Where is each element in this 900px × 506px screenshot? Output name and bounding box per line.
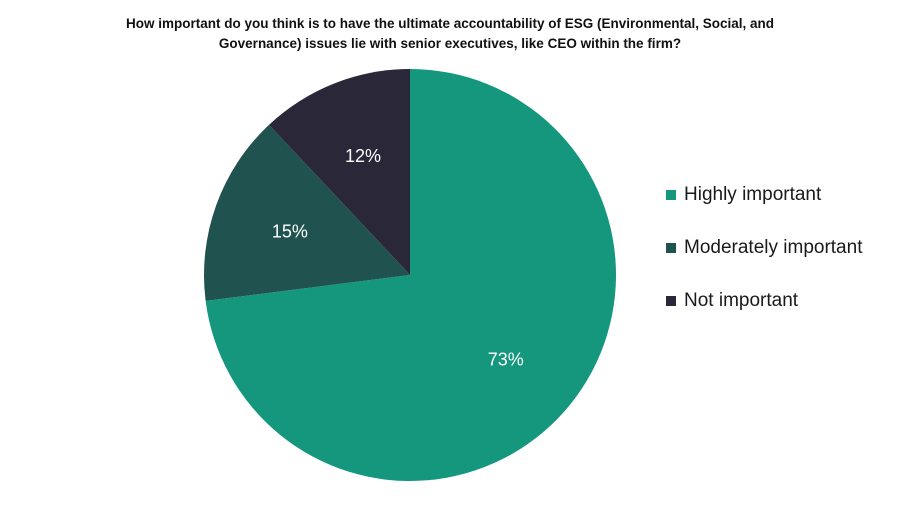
pie-slice-highly-important: [205, 69, 616, 481]
pie-slice-moderately-important: [204, 124, 410, 301]
data-label-highly-important: 73%: [488, 349, 524, 369]
data-label-moderately-important: 15%: [272, 222, 308, 242]
data-label-not-important: 12%: [345, 146, 381, 166]
legend-swatch: [666, 190, 676, 200]
chart-legend: Highly important Moderately important Not …: [666, 182, 862, 341]
legend-item-moderately-important: Moderately important: [666, 235, 862, 261]
legend-swatch: [666, 243, 676, 253]
legend-label: Not important: [684, 290, 799, 311]
legend-item-not-important: Not important: [666, 288, 862, 314]
chart-title-line-2: Governance) issues lie with senior execu…: [218, 36, 682, 51]
legend-swatch: [666, 296, 676, 306]
chart-title-line-1: How important do you think is to have th…: [125, 16, 775, 31]
legend-label: Highly important: [684, 184, 822, 205]
pie-slice-not-important: [268, 69, 410, 275]
chart-title: How important do you think is to have th…: [60, 14, 840, 54]
legend-label: Moderately important: [684, 237, 863, 258]
legend-item-highly-important: Highly important: [666, 182, 862, 208]
